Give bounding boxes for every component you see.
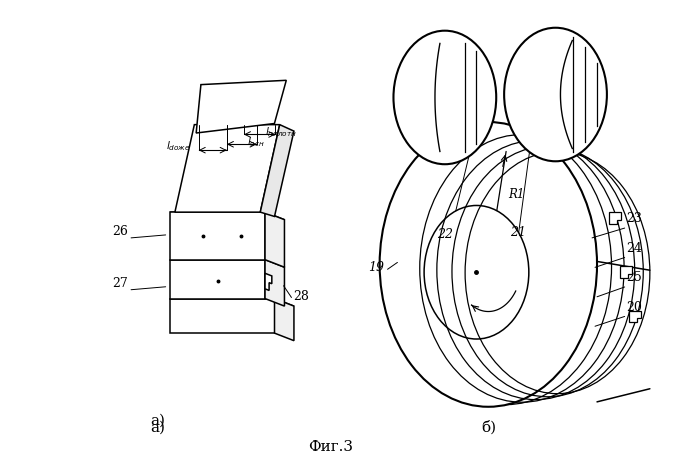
Text: R1: R1 — [508, 188, 524, 201]
Polygon shape — [170, 260, 265, 298]
Polygon shape — [170, 260, 284, 267]
Text: 23: 23 — [627, 212, 642, 225]
Text: Фиг.3: Фиг.3 — [308, 440, 353, 454]
Text: 24: 24 — [627, 242, 642, 255]
Text: $l_{осн}$: $l_{осн}$ — [247, 135, 264, 149]
Polygon shape — [265, 212, 284, 267]
Polygon shape — [170, 298, 275, 333]
Text: а): а) — [150, 413, 165, 427]
Text: 28: 28 — [294, 291, 310, 304]
Polygon shape — [260, 125, 294, 217]
Ellipse shape — [504, 28, 607, 161]
Text: б): б) — [481, 420, 496, 434]
Polygon shape — [265, 274, 272, 291]
Polygon shape — [629, 310, 641, 322]
Polygon shape — [265, 260, 284, 306]
Ellipse shape — [394, 30, 496, 164]
Text: а): а) — [150, 420, 165, 434]
Polygon shape — [620, 267, 632, 278]
Polygon shape — [170, 212, 284, 220]
Polygon shape — [275, 298, 294, 340]
Polygon shape — [175, 125, 280, 212]
Polygon shape — [609, 213, 621, 224]
Text: 22: 22 — [437, 228, 453, 241]
Text: 26: 26 — [113, 225, 128, 238]
Text: 20: 20 — [627, 301, 642, 314]
Polygon shape — [170, 298, 294, 306]
Text: 27: 27 — [113, 277, 128, 290]
Text: $l_{пилотн}$: $l_{пилотн}$ — [265, 126, 296, 140]
Text: 25: 25 — [627, 271, 642, 284]
Text: 21: 21 — [510, 226, 526, 239]
Ellipse shape — [380, 122, 597, 407]
Polygon shape — [196, 80, 287, 133]
Text: 19: 19 — [368, 261, 384, 274]
Polygon shape — [170, 212, 265, 260]
Text: $l_{dоже}$: $l_{dоже}$ — [166, 140, 191, 153]
Ellipse shape — [424, 206, 529, 339]
